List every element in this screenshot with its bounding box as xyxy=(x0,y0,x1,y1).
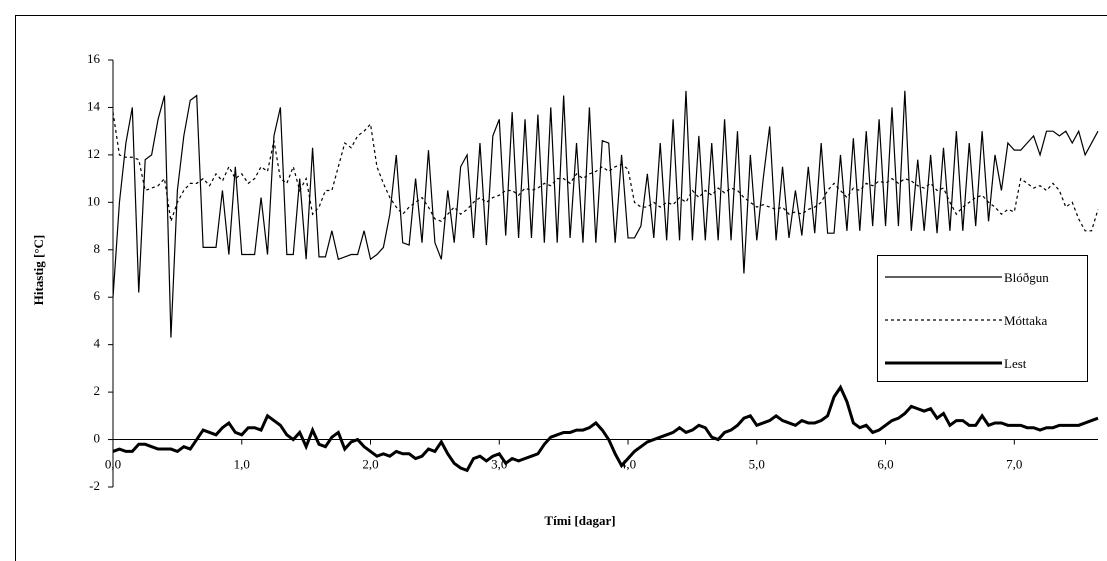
legend-label: Lest xyxy=(1004,356,1027,371)
x-tick-label: 6,0 xyxy=(877,457,893,472)
x-tick-label: 2,0 xyxy=(362,457,378,472)
legend-label: Móttaka xyxy=(1004,313,1048,328)
y-tick-label: 2 xyxy=(94,383,101,398)
series-line xyxy=(112,384,1099,473)
frame xyxy=(15,15,1107,561)
y-tick-label: 14 xyxy=(87,98,101,113)
x-tick-label: 7,0 xyxy=(1006,457,1022,472)
y-tick-label: 16 xyxy=(87,51,101,66)
x-tick-label: 5,0 xyxy=(749,457,765,472)
y-tick-label: 12 xyxy=(87,146,100,161)
series-line xyxy=(112,90,1099,338)
series-line xyxy=(112,112,1099,232)
y-tick-label: 10 xyxy=(87,193,100,208)
y-axis-title: Hitastig [°C] xyxy=(31,235,46,306)
y-tick-label: 6 xyxy=(94,288,101,303)
x-tick-label: 1,0 xyxy=(234,457,250,472)
x-tick-label: 0,0 xyxy=(105,457,121,472)
y-tick-label: 8 xyxy=(94,241,101,256)
x-tick-label: 4,0 xyxy=(620,457,636,472)
y-tick-label: 0 xyxy=(94,431,101,446)
y-tick-label: 4 xyxy=(94,336,101,351)
legend-label: Blóðgun xyxy=(1004,270,1049,285)
x-axis-title: Tími [dagar] xyxy=(544,513,615,528)
y-tick-label: -2 xyxy=(89,478,100,493)
